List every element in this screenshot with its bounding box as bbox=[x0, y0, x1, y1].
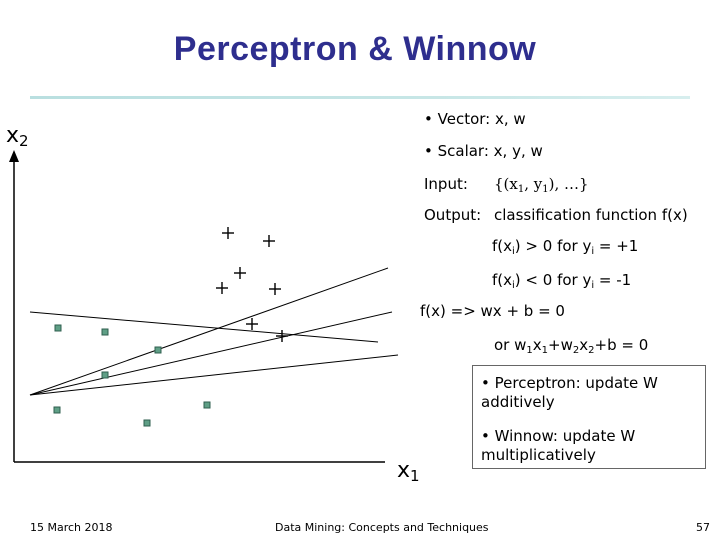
y-axis-arrow bbox=[9, 150, 19, 162]
positive-markers bbox=[216, 227, 288, 342]
rule-negative: f(xi) < 0 for yi = -1 bbox=[492, 271, 632, 291]
separator-line bbox=[29, 311, 393, 396]
title-underline bbox=[30, 96, 690, 99]
bullet-vector: • Vector: x, w bbox=[424, 110, 526, 128]
input-value: {(x1, y1), …} bbox=[494, 175, 589, 195]
perceptron-note: • Perceptron: update W additively bbox=[481, 374, 658, 411]
plus-marker bbox=[216, 282, 228, 294]
input-label: Input: bbox=[424, 175, 468, 193]
square-marker bbox=[53, 406, 61, 414]
rule-positive: f(xi) > 0 for yi = +1 bbox=[492, 237, 639, 257]
x-axis-label: x1 bbox=[397, 458, 420, 485]
y-axis-label: x2 bbox=[6, 123, 29, 150]
slide-title: Perceptron & Winnow bbox=[173, 30, 537, 68]
output-text: classification function f(x) bbox=[494, 206, 688, 224]
square-marker bbox=[101, 371, 109, 379]
separator-line bbox=[29, 311, 379, 343]
output-label: Output: bbox=[424, 206, 482, 224]
plus-marker bbox=[276, 330, 288, 342]
decision-expanded: or w1x1+w2x2+b = 0 bbox=[494, 336, 649, 356]
footer-date: 15 March 2018 bbox=[30, 521, 113, 534]
footer-page-number: 57 bbox=[696, 521, 710, 534]
square-marker bbox=[203, 401, 211, 409]
separator-line bbox=[29, 267, 389, 396]
comparison-box: • Perceptron: update W additively • Winn… bbox=[472, 365, 706, 469]
square-marker bbox=[54, 324, 62, 332]
plus-marker bbox=[263, 235, 275, 247]
footer-course: Data Mining: Concepts and Techniques bbox=[275, 521, 489, 534]
winnow-note: • Winnow: update W multiplicatively bbox=[481, 427, 636, 464]
plus-marker bbox=[222, 227, 234, 239]
square-marker bbox=[101, 328, 109, 336]
square-marker bbox=[154, 346, 162, 354]
bullet-scalar: • Scalar: x, y, w bbox=[424, 142, 543, 160]
plus-marker bbox=[246, 318, 258, 330]
separator-line bbox=[29, 354, 399, 396]
negative-markers bbox=[53, 324, 211, 427]
square-marker bbox=[143, 419, 151, 427]
decision-function: f(x) => wx + b = 0 bbox=[420, 302, 565, 320]
plus-marker bbox=[234, 267, 246, 279]
plus-marker bbox=[269, 283, 281, 295]
